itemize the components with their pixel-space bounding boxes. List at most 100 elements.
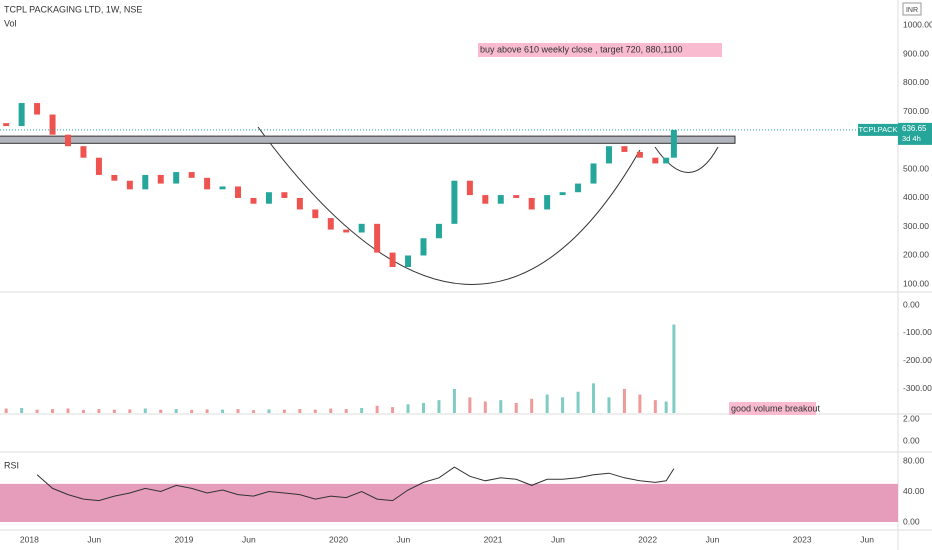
volume-bar — [35, 409, 39, 413]
candle — [451, 180, 458, 224]
x-tick-label: Jun — [551, 534, 565, 544]
candle — [18, 103, 25, 127]
volume-bar — [329, 408, 333, 413]
volume-bar — [499, 400, 503, 413]
candle — [3, 123, 10, 127]
candle — [374, 223, 381, 253]
volume-bar — [4, 408, 8, 413]
volume-bar — [159, 409, 163, 413]
candle — [621, 146, 628, 152]
volume-bar — [545, 394, 549, 413]
candle — [605, 146, 612, 164]
candle — [126, 180, 133, 190]
volume-bar — [468, 397, 472, 413]
candle — [420, 238, 427, 256]
x-tick-label: Jun — [87, 534, 101, 544]
rsi-tick-label: 0.00 — [903, 516, 920, 526]
candle — [528, 197, 535, 210]
candle — [663, 157, 670, 164]
candle — [497, 195, 504, 204]
candle — [95, 157, 102, 175]
volume-bar — [174, 409, 178, 413]
rsi-tick-label: 80.00 — [903, 455, 925, 465]
volume-bar — [664, 401, 668, 413]
candle — [265, 192, 272, 204]
aux-tick-label: 2.00 — [903, 413, 920, 423]
vol-tick-label: -200.00 — [903, 355, 932, 365]
volume-bar — [143, 408, 147, 413]
candle — [65, 134, 72, 147]
currency: INR — [906, 7, 918, 14]
annotation: buy above 610 weekly close , target 720,… — [480, 44, 682, 54]
candle — [482, 195, 489, 204]
candle — [173, 172, 180, 184]
volume-bar — [251, 410, 255, 413]
candle — [312, 209, 319, 219]
volume-bar — [421, 402, 425, 413]
rsi-tick-label: 40.00 — [903, 486, 925, 496]
volume-bar — [20, 407, 24, 413]
candle — [296, 197, 303, 210]
rsi-line — [36, 466, 675, 502]
candle — [513, 195, 520, 198]
x-tick-label: 2020 — [329, 534, 348, 544]
chart-title: TCPL PACKAGING LTD, 1W, NSE — [4, 4, 142, 14]
volume-bar — [530, 398, 534, 413]
candle — [157, 174, 164, 184]
volume-bar — [592, 383, 596, 413]
symbol-tag — [858, 123, 898, 136]
volume-bar — [576, 391, 580, 413]
candle — [652, 157, 659, 164]
candle — [590, 163, 597, 184]
candle — [80, 146, 87, 158]
x-tick-label: 2019 — [174, 534, 193, 544]
candle — [405, 255, 412, 267]
candle — [250, 197, 257, 204]
handle-curve — [654, 146, 719, 173]
candle — [111, 174, 118, 181]
candle — [235, 186, 242, 198]
candle — [544, 195, 551, 210]
y-tick-label: 300.00 — [903, 221, 929, 231]
candle — [327, 218, 334, 230]
candle — [559, 192, 566, 196]
volume-bar — [672, 324, 676, 413]
volume-bar — [561, 397, 565, 413]
price-tag — [898, 122, 932, 145]
volume-bar — [190, 409, 194, 413]
rsi-label: RSI — [4, 460, 19, 470]
volume-bar — [236, 409, 240, 413]
candle — [389, 252, 396, 267]
x-tick-label: 2018 — [20, 534, 39, 544]
x-tick-label: Jun — [397, 534, 411, 544]
resistance-zone — [0, 135, 736, 144]
volume-bar — [128, 409, 132, 413]
rsi-band — [0, 483, 898, 522]
vol-tick-label: -100.00 — [903, 327, 932, 337]
volume-bar — [437, 400, 441, 413]
candle — [343, 229, 350, 233]
volume-bar — [81, 409, 85, 413]
candle — [219, 186, 226, 190]
annotation: good volume breakout — [731, 403, 821, 413]
cup-curve — [257, 126, 641, 285]
y-tick-label: 400.00 — [903, 192, 929, 202]
volume-bar — [514, 402, 518, 413]
volume-bar — [375, 405, 379, 413]
y-tick-label: 800.00 — [903, 77, 929, 87]
y-tick-label: 100.00 — [903, 278, 929, 288]
volume-bar — [112, 409, 116, 413]
countdown: 3d 4h — [902, 134, 921, 143]
currency-box — [902, 2, 922, 16]
candle — [670, 129, 677, 158]
volume-bar — [638, 394, 642, 413]
volume-bar — [653, 400, 657, 413]
x-tick-label: 2023 — [793, 534, 812, 544]
volume-bar — [97, 409, 101, 413]
volume-bar — [483, 401, 487, 413]
vol-label: Vol — [4, 18, 17, 28]
volume-bar — [313, 409, 317, 413]
x-tick-label: Jun — [706, 534, 720, 544]
volume-bar — [221, 409, 225, 413]
